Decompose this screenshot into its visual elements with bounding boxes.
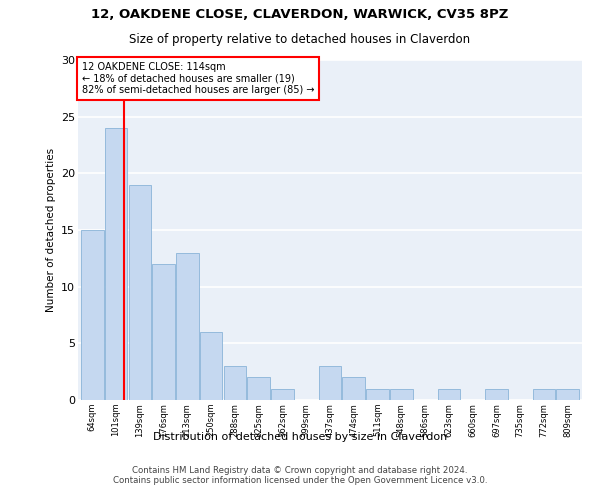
Bar — [271, 388, 294, 400]
Bar — [366, 388, 389, 400]
Bar — [200, 332, 223, 400]
Bar — [81, 230, 104, 400]
Bar — [319, 366, 341, 400]
Bar — [343, 378, 365, 400]
Text: Size of property relative to detached houses in Claverdon: Size of property relative to detached ho… — [130, 32, 470, 46]
Bar — [152, 264, 175, 400]
Text: 12 OAKDENE CLOSE: 114sqm
← 18% of detached houses are smaller (19)
82% of semi-d: 12 OAKDENE CLOSE: 114sqm ← 18% of detach… — [82, 62, 314, 96]
Bar — [485, 388, 508, 400]
Bar — [247, 378, 270, 400]
Bar — [437, 388, 460, 400]
Bar — [105, 128, 127, 400]
Text: Distribution of detached houses by size in Claverdon: Distribution of detached houses by size … — [153, 432, 447, 442]
Bar — [533, 388, 555, 400]
Y-axis label: Number of detached properties: Number of detached properties — [46, 148, 56, 312]
Text: 12, OAKDENE CLOSE, CLAVERDON, WARWICK, CV35 8PZ: 12, OAKDENE CLOSE, CLAVERDON, WARWICK, C… — [91, 8, 509, 20]
Bar — [128, 184, 151, 400]
Bar — [176, 252, 199, 400]
Bar — [224, 366, 246, 400]
Bar — [390, 388, 413, 400]
Bar — [556, 388, 579, 400]
Text: Contains HM Land Registry data © Crown copyright and database right 2024.
Contai: Contains HM Land Registry data © Crown c… — [113, 466, 487, 485]
